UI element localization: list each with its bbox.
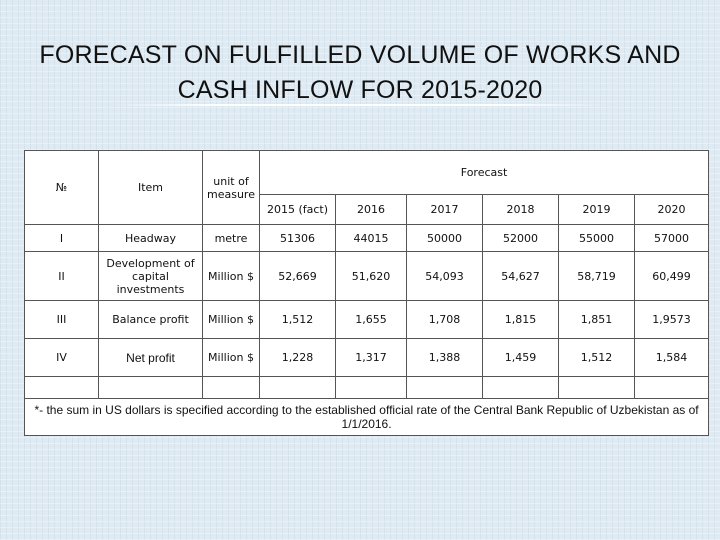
header-year: 2015 (fact) <box>259 194 336 225</box>
row-value: 1,655 <box>335 300 407 339</box>
title-underline <box>110 104 610 106</box>
row-item: Headway <box>98 224 203 252</box>
slide-title: FORECAST ON FULFILLED VOLUME OF WORKS AN… <box>0 38 720 108</box>
row-value: 55000 <box>558 224 635 252</box>
slide-title-line-1: FORECAST ON FULFILLED VOLUME OF WORKS AN… <box>39 41 681 69</box>
empty-cell <box>202 376 260 399</box>
header-unit: unit of measure <box>202 150 260 225</box>
slide-title-line-2: CASH INFLOW FOR 2015-2020 <box>177 76 543 104</box>
row-value: 52000 <box>482 224 559 252</box>
empty-cell <box>633 376 710 399</box>
row-value: 54,627 <box>482 251 559 301</box>
empty-cell <box>482 376 559 399</box>
row-value: 60,499 <box>633 251 710 301</box>
table-row-empty <box>24 376 710 399</box>
row-no: I <box>24 224 99 252</box>
row-value: 1,708 <box>406 300 483 339</box>
empty-cell <box>335 376 407 399</box>
table-row: IV Net profit Million $ 1,228 1,317 1,38… <box>24 338 710 377</box>
empty-cell <box>406 376 483 399</box>
row-value: 50000 <box>406 224 483 252</box>
row-value: 1,317 <box>335 338 407 377</box>
row-unit: Million $ <box>202 300 260 339</box>
row-item: Development of capital investments <box>98 251 203 301</box>
header-row-top: № Item unit of measure Forecast <box>24 150 710 225</box>
empty-cell <box>558 376 635 399</box>
row-value: 44015 <box>335 224 407 252</box>
footnote: *- the sum in US dollars is specified ac… <box>23 398 710 436</box>
header-row-years: 2015 (fact) 2016 2017 2018 2019 2020 <box>25 194 710 225</box>
row-value: 57000 <box>633 224 710 252</box>
table-row: III Balance profit Million $ 1,512 1,655… <box>24 300 710 339</box>
row-unit: metre <box>202 224 260 252</box>
row-no: IV <box>24 338 99 377</box>
row-value: 1,459 <box>482 338 559 377</box>
row-value: 1,815 <box>482 300 559 339</box>
table-row: II Development of capital investments Mi… <box>24 251 710 301</box>
header-no: № <box>24 150 99 225</box>
table-row: I Headway metre 51306 44015 50000 52000 … <box>24 224 710 252</box>
row-value: 1,388 <box>406 338 483 377</box>
row-unit: Million $ <box>202 338 260 377</box>
header-year: 2017 <box>406 194 483 225</box>
empty-cell <box>259 376 336 399</box>
row-value: 54,093 <box>406 251 483 301</box>
header-forecast: Forecast <box>258 150 710 195</box>
row-value: 1,584 <box>633 338 710 377</box>
row-value: 1,512 <box>259 300 336 339</box>
row-value: 1,9573 <box>633 300 710 339</box>
row-unit: Million $ <box>202 251 260 301</box>
row-no: III <box>24 300 99 339</box>
row-value: 1,851 <box>558 300 635 339</box>
empty-cell <box>98 376 203 399</box>
row-item: Net profit <box>98 338 203 377</box>
empty-cell <box>24 376 99 399</box>
footnote-row: *- the sum in US dollars is specified ac… <box>23 398 710 436</box>
header-year: 2019 <box>558 194 635 225</box>
row-value: 51,620 <box>335 251 407 301</box>
row-value: 58,719 <box>558 251 635 301</box>
row-value: 51306 <box>259 224 336 252</box>
row-value: 1,512 <box>558 338 635 377</box>
header-year: 2016 <box>335 194 407 225</box>
row-value: 1,228 <box>259 338 336 377</box>
header-item: Item <box>98 150 203 225</box>
row-value: 52,669 <box>259 251 336 301</box>
header-year: 2018 <box>482 194 559 225</box>
forecast-table: № Item unit of measure Forecast 2015 (fa… <box>23 150 710 436</box>
row-no: II <box>24 251 99 301</box>
row-item: Balance profit <box>98 300 203 339</box>
header-year: 2020 <box>633 194 710 225</box>
